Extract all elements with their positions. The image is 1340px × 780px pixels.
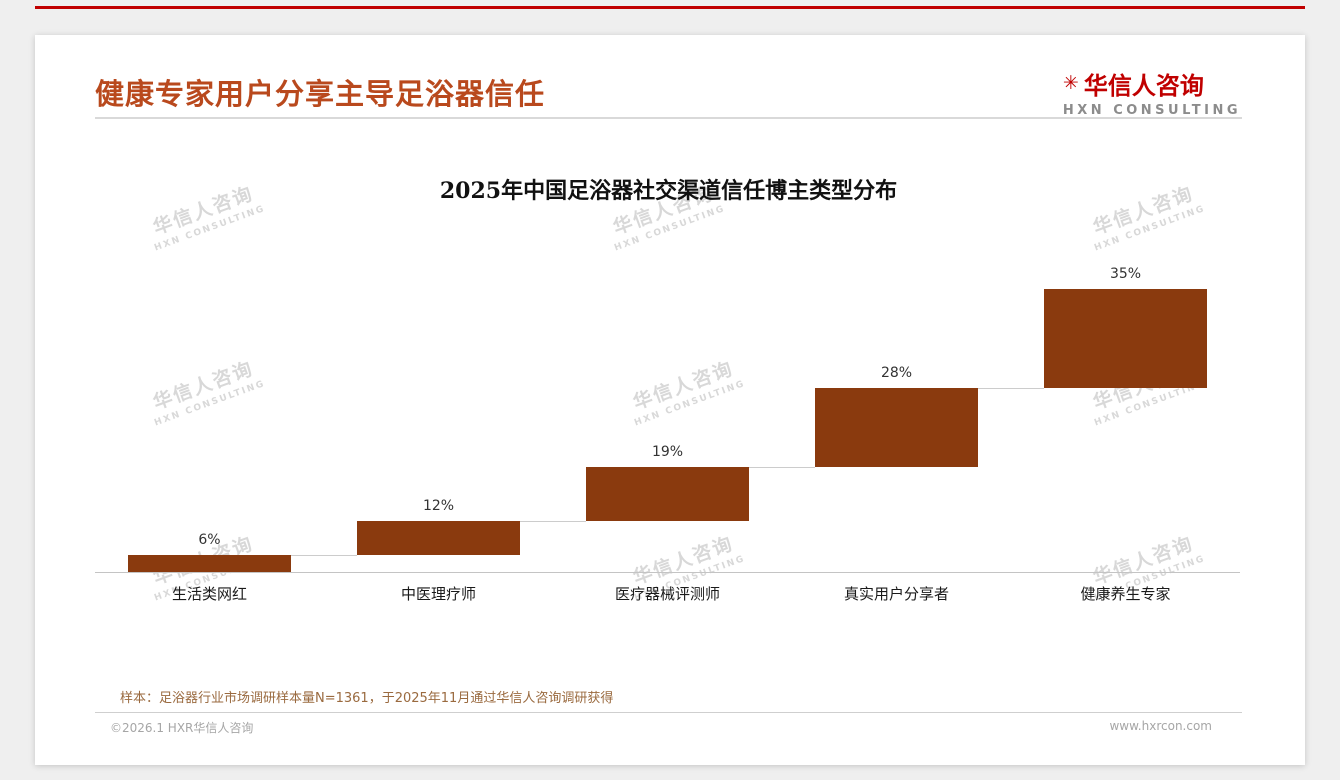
waterfall-bar	[815, 388, 978, 468]
footer-divider	[95, 712, 1242, 713]
category-label: 中医理疗师	[400, 585, 476, 603]
category-label: 健康养生专家	[1080, 585, 1171, 603]
step-connector-line	[978, 388, 1044, 390]
logo-cn: ✳ 华信人咨询	[1063, 66, 1241, 101]
category-label: 医疗器械评测师	[614, 585, 720, 603]
waterfall-bar	[586, 467, 749, 522]
website-text: www.hxrcon.com	[1109, 719, 1212, 733]
logo-en-text: HXN CONSULTING	[1062, 103, 1241, 118]
bar-value-label: 35%	[1109, 266, 1142, 282]
step-connector-line	[520, 521, 586, 523]
waterfall-bar	[357, 521, 520, 555]
brand-logo: ✳ 华信人咨询 HXN CONSULTING	[1063, 66, 1241, 118]
category-label: 生活类网红	[171, 585, 247, 603]
bar-value-label: 28%	[880, 365, 913, 382]
page-title: 健康专家用户分享主导足浴器信任	[95, 77, 546, 111]
top-accent-line	[35, 6, 1305, 9]
logo-asterisk-icon: ✳	[1062, 72, 1079, 94]
copyright-text: ©2026.1 HXR华信人咨询	[110, 721, 254, 735]
sample-footnote: 样本：足浴器行业市场调研样本量N=1361，于2025年11月通过华信人咨询调研…	[120, 691, 614, 706]
category-label: 真实用户分享者	[843, 585, 949, 603]
x-axis-line	[95, 572, 1240, 573]
header-divider	[95, 117, 1242, 119]
chart-title: 2025年中国足浴器社交渠道信任博主类型分布	[439, 178, 898, 204]
bar-value-label: 6%	[198, 532, 221, 549]
logo-cn-text: 华信人咨询	[1083, 72, 1204, 100]
waterfall-bar	[128, 555, 291, 572]
step-connector-line	[749, 467, 815, 469]
slide-card: 华信人咨询 HXN CONSULTING 华信人咨询 HXN CONSULTING 华信…	[35, 35, 1305, 765]
waterfall-chart: 6% 生活类网红 12% 中医理疗师 19% 医疗器械评测师 28% 真实用户分享者 35% 健康…	[95, 265, 1240, 610]
waterfall-bar	[1044, 289, 1207, 389]
step-connector-line	[291, 555, 357, 557]
bar-value-label: 19%	[651, 444, 684, 461]
bar-value-label: 12%	[422, 498, 455, 515]
